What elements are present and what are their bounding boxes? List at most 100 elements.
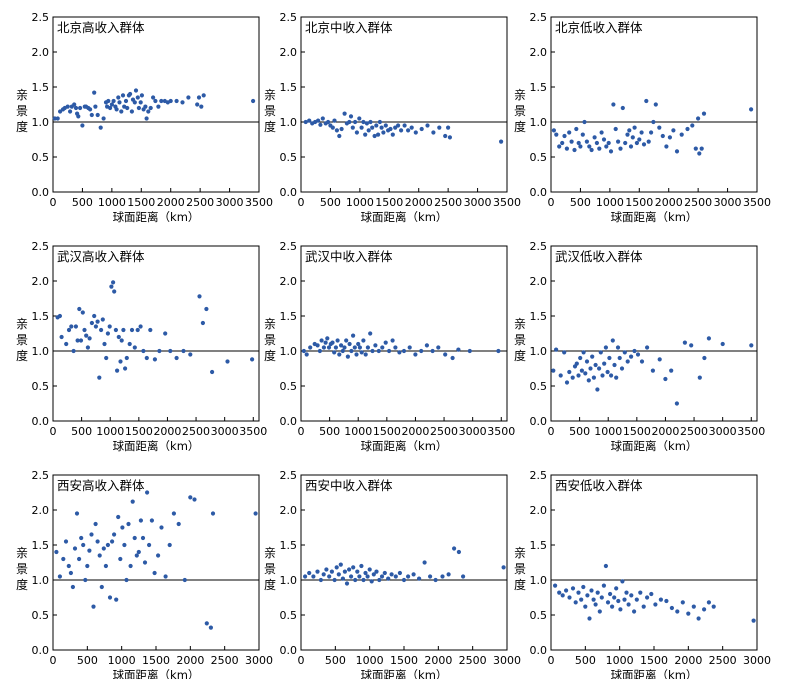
scatter-panel-3: 0.0 0.5 1.0 1.5 2.0 2.5 0 500 1000 1500 2000 2500 30… (514, 11, 771, 224)
data-point (601, 137, 607, 142)
data-point (593, 362, 598, 368)
data-point (374, 123, 379, 128)
x-tick-label: 1500 (373, 425, 401, 438)
data-point (59, 334, 64, 340)
data-point (393, 345, 398, 350)
data-point (639, 130, 644, 135)
data-point (653, 102, 658, 107)
data-point (686, 611, 691, 616)
data-point (372, 133, 377, 139)
data-point (89, 532, 94, 537)
x-tick-label: 500 (77, 654, 98, 667)
x-tick-label: 3000 (709, 425, 737, 438)
x-tick-label: 3000 (493, 654, 521, 667)
data-point (580, 132, 585, 137)
y-tick-label: 0.0 (32, 415, 50, 428)
data-point (118, 556, 123, 562)
plot-frame (550, 16, 758, 193)
data-point (93, 324, 98, 329)
data-point (456, 549, 461, 555)
data-point (363, 352, 368, 357)
data-point (79, 535, 84, 541)
x-tick-label: 1500 (623, 425, 651, 438)
scatter-panel-8: 0.0 0.5 1.0 1.5 2.0 2.5 0 500 1000 1500 2000 2500 30… (264, 469, 521, 679)
data-point (91, 604, 96, 609)
data-point (380, 345, 385, 350)
data-point (167, 542, 172, 548)
data-point (440, 574, 445, 579)
data-point (337, 133, 342, 139)
data-point (326, 119, 331, 125)
data-point (112, 289, 117, 294)
y-tick-label: 0.0 (280, 415, 298, 428)
data-point (664, 144, 669, 149)
data-point (711, 604, 716, 609)
data-point (324, 567, 329, 572)
data-point (317, 348, 322, 354)
data-point (584, 359, 590, 364)
data-point (186, 95, 191, 100)
y-tick-label: 0.5 (530, 380, 548, 393)
data-point (697, 375, 702, 380)
data-point (629, 593, 634, 598)
data-point (425, 123, 430, 128)
data-point (345, 354, 350, 359)
y-tick-label: 2.5 (530, 11, 548, 24)
data-point (332, 118, 337, 123)
data-point (339, 343, 344, 348)
y-tick-label: 2.5 (32, 469, 50, 482)
data-point (622, 350, 627, 355)
data-point (210, 511, 216, 516)
data-point (109, 284, 114, 289)
x-axis-label: 球面距离（km） (361, 668, 448, 679)
data-point (564, 146, 570, 151)
data-point (501, 565, 506, 570)
data-point (582, 119, 587, 125)
data-point (456, 347, 461, 352)
data-point (73, 324, 78, 329)
data-point (588, 366, 593, 371)
data-point (613, 126, 618, 132)
data-point (85, 345, 90, 350)
scatter-panel-4: 0.0 0.5 1.0 1.5 2.0 2.5 0 500 1000 1500 2000 2500 30… (16, 240, 267, 453)
data-point (89, 320, 94, 326)
data-point (370, 348, 375, 354)
data-point (135, 95, 140, 100)
data-point (321, 572, 326, 577)
data-point (332, 577, 337, 583)
data-point (103, 563, 108, 569)
data-point (569, 139, 574, 144)
y-tick-label: 2.0 (280, 504, 298, 517)
data-point (119, 109, 124, 114)
y-axis-label: 亲 (514, 88, 526, 102)
data-point (197, 294, 202, 299)
data-point (156, 553, 161, 558)
x-tick-label: 0 (298, 654, 305, 667)
data-point (116, 514, 121, 520)
data-point (361, 119, 366, 125)
data-point (125, 105, 130, 111)
x-tick-label: 3000 (464, 196, 492, 209)
data-point (196, 95, 202, 100)
data-point (433, 577, 438, 583)
x-tick-label: 3500 (487, 425, 515, 438)
data-point (595, 590, 600, 595)
data-point (594, 140, 600, 146)
data-point (68, 109, 73, 114)
data-point (623, 140, 628, 146)
data-point (340, 576, 345, 581)
data-point (467, 348, 472, 354)
data-point (323, 340, 328, 345)
y-tick-label: 0.0 (280, 644, 298, 657)
data-point (363, 570, 368, 576)
data-point (649, 130, 654, 135)
data-point (388, 126, 393, 132)
data-point (614, 375, 619, 380)
data-point (599, 130, 604, 135)
data-point (303, 574, 308, 579)
data-point (557, 144, 562, 149)
data-point (632, 348, 637, 354)
y-axis-label: 景 (16, 333, 28, 347)
data-point (574, 126, 579, 132)
